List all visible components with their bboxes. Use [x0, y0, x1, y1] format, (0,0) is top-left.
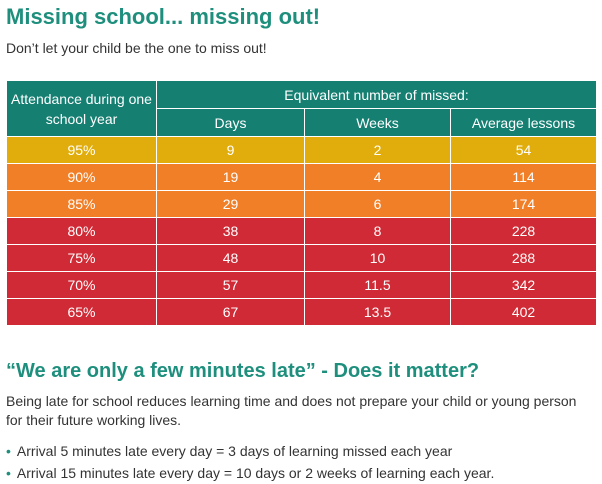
list-item: • Arrival 15 minutes late every day = 10 … [6, 462, 596, 484]
lessons-cell: 54 [450, 136, 597, 164]
page-subtitle: Don’t let your child be the one to miss … [6, 40, 267, 56]
attendance-cell: 70% [6, 271, 157, 299]
table-row: 90% 19 4 114 [6, 163, 597, 191]
weeks-cell: 6 [304, 190, 451, 218]
lessons-cell: 174 [450, 190, 597, 218]
days-cell: 38 [156, 217, 305, 245]
bullet-text: Arrival 5 minutes late every day = 3 day… [16, 443, 453, 459]
lessons-cell: 114 [450, 163, 597, 191]
table-row: 75% 48 10 288 [6, 244, 597, 272]
section-paragraph: Being late for school reduces learning t… [6, 393, 577, 428]
section-heading: “We are only a few minutes late” - Does … [6, 360, 480, 382]
weeks-header: Weeks [304, 108, 451, 137]
days-header: Days [156, 108, 305, 137]
bullet-text: Arrival 15 minutes late every day = 10 d… [16, 465, 495, 481]
missed-group-header: Equivalent number of missed: [156, 80, 597, 109]
lessons-header: Average lessons [450, 108, 597, 137]
attendance-cell: 95% [6, 136, 157, 164]
weeks-cell: 4 [304, 163, 451, 191]
weeks-cell: 8 [304, 217, 451, 245]
lessons-cell: 288 [450, 244, 597, 272]
weeks-cell: 10 [304, 244, 451, 272]
attendance-cell: 85% [6, 190, 157, 218]
lessons-cell: 402 [450, 298, 597, 326]
attendance-header: Attendance during one school year [6, 80, 157, 137]
bullet-dot-icon: • [6, 443, 11, 459]
table-row: 70% 57 11.5 342 [6, 271, 597, 299]
days-cell: 48 [156, 244, 305, 272]
attendance-cell: 65% [6, 298, 157, 326]
attendance-cell: 90% [6, 163, 157, 191]
lessons-cell: 228 [450, 217, 597, 245]
weeks-cell: 11.5 [304, 271, 451, 299]
attendance-cell: 80% [6, 217, 157, 245]
table-row: 85% 29 6 174 [6, 190, 597, 218]
days-cell: 57 [156, 271, 305, 299]
days-cell: 67 [156, 298, 305, 326]
table-row: 65% 67 13.5 402 [6, 298, 597, 326]
days-cell: 9 [156, 136, 305, 164]
days-cell: 29 [156, 190, 305, 218]
bullet-dot-icon: • [6, 465, 11, 481]
bullet-list: • Arrival 5 minutes late every day = 3 da… [6, 440, 596, 484]
weeks-cell: 13.5 [304, 298, 451, 326]
attendance-table: Attendance during one school year Equiva… [6, 80, 597, 326]
list-item: • Arrival 5 minutes late every day = 3 da… [6, 440, 596, 462]
attendance-cell: 75% [6, 244, 157, 272]
table-row: 95% 9 2 54 [6, 136, 597, 164]
days-cell: 19 [156, 163, 305, 191]
lessons-cell: 342 [450, 271, 597, 299]
page-title: Missing school... missing out! [6, 4, 321, 29]
weeks-cell: 2 [304, 136, 451, 164]
table-row: 80% 38 8 228 [6, 217, 597, 245]
